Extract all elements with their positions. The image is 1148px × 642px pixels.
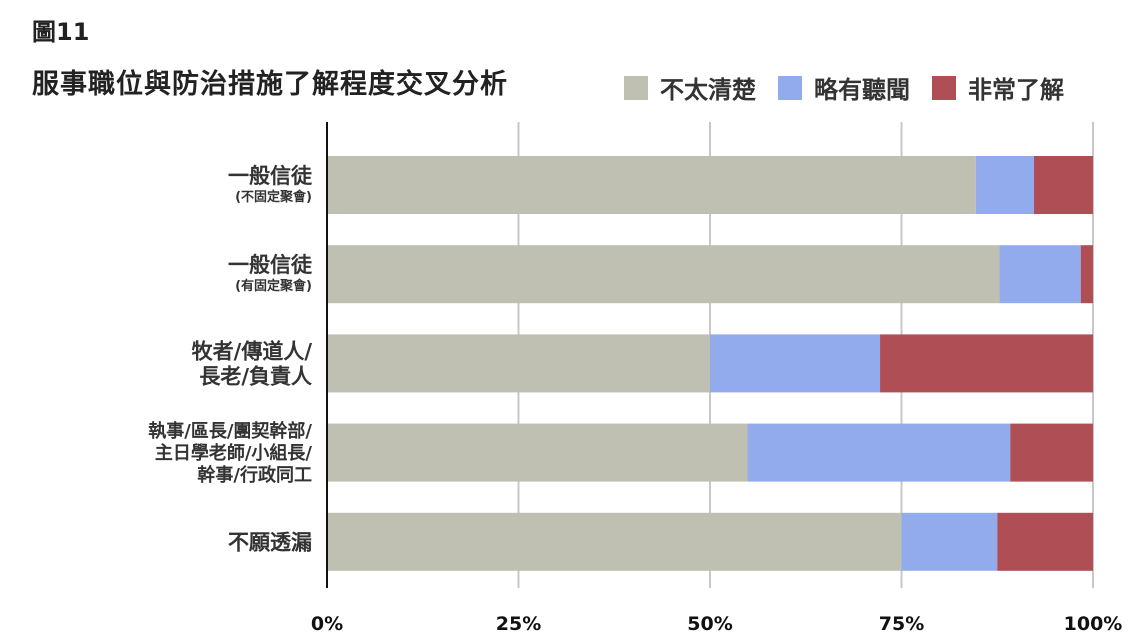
bar-segment xyxy=(997,512,1093,571)
x-tick-label: 50% xyxy=(687,613,732,635)
legend-swatch-1 xyxy=(778,75,802,100)
category-label: 不願透漏 xyxy=(228,530,312,554)
category-label: 主日學老師/小組長/ xyxy=(155,442,313,464)
category-sublabel: (不固定聚會) xyxy=(235,189,312,205)
legend-label-2: 非常了解 xyxy=(968,76,1064,104)
legend: 不太清楚 略有聽聞 非常了解 xyxy=(624,70,1086,105)
category-label: 幹事/行政同工 xyxy=(197,464,312,486)
bar-segment xyxy=(327,245,1000,304)
figure-label: 圖11 xyxy=(32,18,90,46)
legend-swatch-0 xyxy=(624,75,648,100)
x-tick-label: 0% xyxy=(311,613,343,635)
category-label: 長老/負責人 xyxy=(199,364,312,388)
bar-segment xyxy=(999,245,1081,304)
category-sublabel: (有固定聚會) xyxy=(235,278,312,294)
legend-swatch-2 xyxy=(932,75,956,100)
bar-segment xyxy=(327,423,748,482)
x-tick-label: 75% xyxy=(879,613,924,635)
legend-item-1: 略有聽聞 xyxy=(778,70,910,105)
legend-item-2: 非常了解 xyxy=(932,70,1064,105)
x-tick-label: 25% xyxy=(496,613,541,635)
bar-segment xyxy=(747,423,1011,482)
bar-segment xyxy=(1080,245,1093,304)
chart-title: 服事職位與防治措施了解程度交叉分析 xyxy=(32,69,508,100)
bar-segment xyxy=(1010,423,1093,482)
bar-segment xyxy=(327,512,902,571)
legend-label-0: 不太清楚 xyxy=(660,76,756,104)
category-label: 執事/區長/團契幹部/ xyxy=(148,420,312,442)
bar-segment xyxy=(327,334,710,393)
bar-segment xyxy=(901,512,998,571)
bar-segment xyxy=(880,334,1093,393)
category-label: 一般信徒 xyxy=(228,253,313,277)
bar-segment xyxy=(327,156,976,214)
legend-item-0: 不太清楚 xyxy=(624,70,756,105)
category-label: 牧者/傳道人/ xyxy=(192,339,313,363)
x-tick-label: 100% xyxy=(1064,613,1123,635)
category-label: 一般信徒 xyxy=(228,164,313,188)
bar-segment xyxy=(710,334,881,393)
legend-label-1: 略有聽聞 xyxy=(814,76,910,104)
bar-segment xyxy=(1034,156,1093,214)
bar-segment xyxy=(975,156,1035,214)
